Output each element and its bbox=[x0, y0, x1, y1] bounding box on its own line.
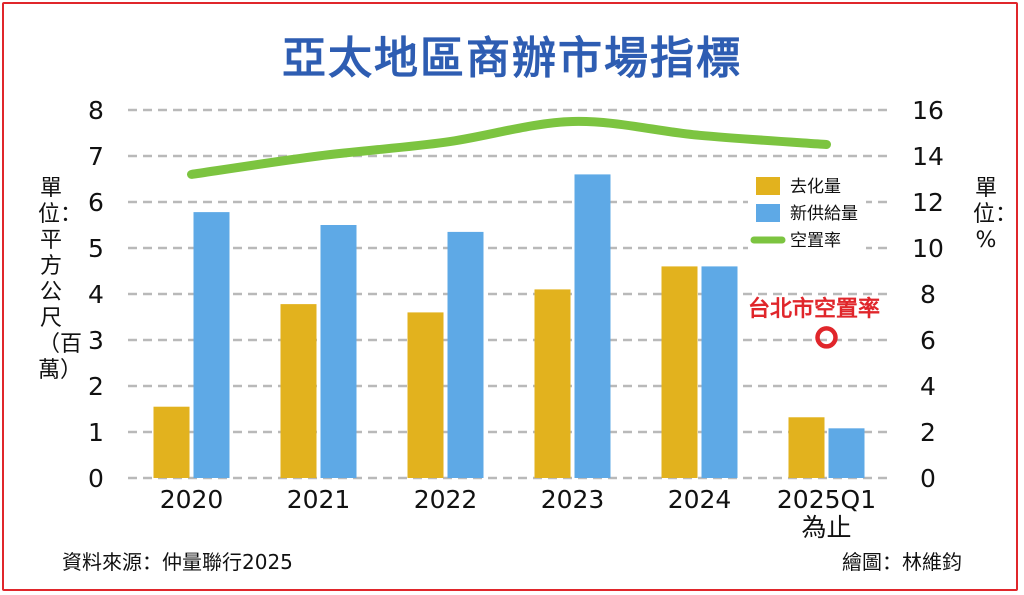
bar-new-supply bbox=[193, 212, 230, 478]
y2-tick-label: 10 bbox=[912, 234, 944, 263]
annotation-label: 台北市空置率 bbox=[748, 296, 880, 322]
y-tick-label: 4 bbox=[88, 280, 104, 309]
bar-absorption bbox=[153, 406, 190, 478]
bar-absorption bbox=[280, 304, 317, 478]
y-tick-label: 1 bbox=[88, 418, 104, 447]
x-tick-label: 2025Q1 為止 bbox=[777, 485, 876, 542]
annotation-marker bbox=[815, 326, 838, 349]
legend-label: 新供給量 bbox=[790, 204, 858, 224]
legend-label: 空置率 bbox=[790, 231, 841, 251]
y-tick-label: 8 bbox=[88, 96, 104, 125]
y-tick-label: 3 bbox=[88, 326, 104, 355]
bar-new-supply bbox=[828, 428, 865, 478]
bar-absorption bbox=[788, 417, 825, 478]
y2-tick-label: 0 bbox=[920, 464, 936, 493]
bar-absorption bbox=[534, 289, 571, 478]
bar-absorption bbox=[407, 312, 444, 478]
bar-new-supply bbox=[701, 266, 738, 478]
bar-new-supply bbox=[320, 225, 357, 478]
x-tick-label: 2022 bbox=[414, 485, 478, 514]
x-tick-label: 2021 bbox=[287, 485, 351, 514]
y-tick-label: 7 bbox=[88, 142, 104, 171]
legend-swatch bbox=[756, 204, 780, 222]
left-axis-ticks: 0 1 2 3 4 5 6 7 8 bbox=[88, 96, 104, 493]
source-note: 資料來源：仲量聯行2025 bbox=[62, 550, 293, 574]
y-tick-label: 6 bbox=[88, 188, 104, 217]
annotation: 台北市空置率 bbox=[748, 296, 880, 349]
y-tick-label: 5 bbox=[88, 234, 104, 263]
credit-note: 繪圖：林維鈞 bbox=[842, 550, 962, 574]
right-axis-ticks: 0 2 4 6 8 10 12 14 16 bbox=[912, 96, 944, 493]
legend-label: 去化量 bbox=[790, 177, 841, 197]
y-tick-label: 0 bbox=[88, 464, 104, 493]
x-tick-label: 2023 bbox=[541, 485, 605, 514]
bar-new-supply bbox=[447, 231, 484, 478]
x-tick-label: 2024 bbox=[668, 485, 732, 514]
bar-new-supply bbox=[574, 174, 611, 478]
bars bbox=[153, 174, 865, 478]
y2-tick-label: 6 bbox=[920, 326, 936, 355]
x-axis-labels: 2020 2021 2022 2023 2024 2025Q1 為止 bbox=[160, 485, 876, 542]
y2-tick-label: 16 bbox=[912, 96, 944, 125]
vacancy-line bbox=[187, 116, 831, 179]
legend-swatch bbox=[756, 177, 780, 195]
y2-tick-label: 4 bbox=[920, 372, 936, 401]
y2-tick-label: 2 bbox=[920, 418, 936, 447]
vacancy-rate-line bbox=[187, 116, 831, 179]
y2-tick-label: 14 bbox=[912, 142, 944, 171]
y2-tick-label: 12 bbox=[912, 188, 944, 217]
bar-absorption bbox=[661, 266, 698, 478]
y2-tick-label: 8 bbox=[920, 280, 936, 309]
chart-title: 亞太地區商辦市場指標 bbox=[282, 33, 742, 84]
x-tick-label: 2020 bbox=[160, 485, 224, 514]
y-tick-label: 2 bbox=[88, 372, 104, 401]
